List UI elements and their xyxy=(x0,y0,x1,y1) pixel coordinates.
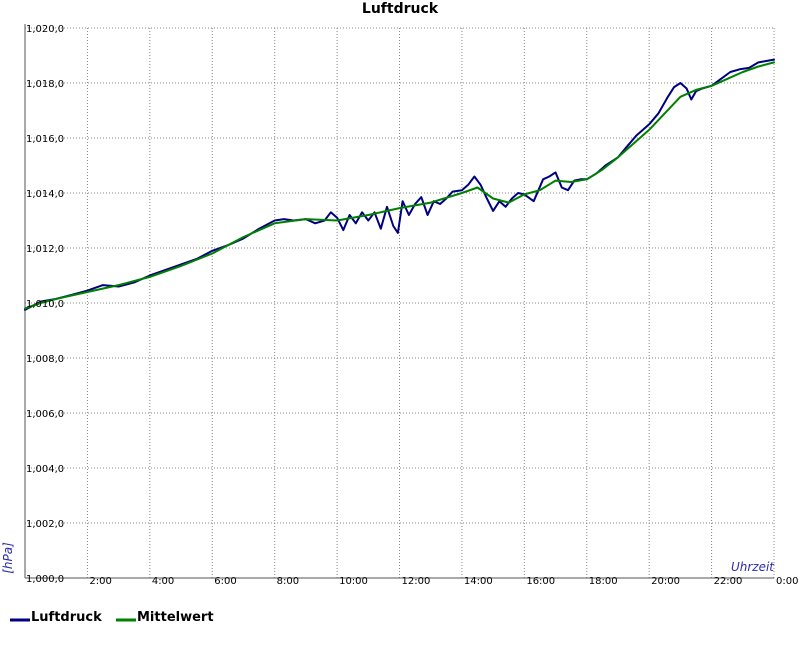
y-tick-label-5: 1,010,0 xyxy=(26,299,64,310)
x-tick-label-4: 10:00 xyxy=(339,576,368,587)
legend-label-mittelwert: Mittelwert xyxy=(137,610,214,625)
grid-layer xyxy=(25,27,775,578)
legend-label-luftdruck: Luftdruck xyxy=(31,610,102,625)
y-tick-label-3: 1,006,0 xyxy=(26,409,64,420)
x-tick-label-9: 20:00 xyxy=(651,576,680,587)
y-axis-title: [hPa] xyxy=(1,542,15,574)
y-tick-label-0: 1,000,0 xyxy=(26,574,64,585)
y-tick-label-2: 1,004,0 xyxy=(26,464,64,475)
legend: Luftdruck Mittelwert xyxy=(10,610,214,625)
x-tick-label-2: 6:00 xyxy=(214,576,236,587)
chart-title: Luftdruck xyxy=(362,1,439,17)
x-axis-title: Uhrzeit xyxy=(731,560,775,574)
series-layer xyxy=(24,58,775,311)
y-tick-label-1: 1,002,0 xyxy=(26,519,64,530)
x-tick-label-10: 22:00 xyxy=(714,576,743,587)
y-tick-label-6: 1,012,0 xyxy=(26,244,64,255)
y-tick-label-10: 1,020,0 xyxy=(26,24,64,35)
x-tick-label-0: 2:00 xyxy=(89,576,111,587)
x-tick-label-1: 4:00 xyxy=(152,576,174,587)
series-line-mittelwert xyxy=(24,61,775,310)
x-tick-label-11: 0:00 xyxy=(776,576,798,587)
x-tick-label-3: 8:00 xyxy=(277,576,299,587)
x-tick-label-5: 12:00 xyxy=(402,576,431,587)
tick-layer: 1,000,0 1,002,0 1,004,0 1,006,0 1,008,0 1,010… xyxy=(26,24,798,587)
y-tick-label-4: 1,008,0 xyxy=(26,354,64,365)
x-tick-label-7: 16:00 xyxy=(526,576,555,587)
y-tick-label-9: 1,018,0 xyxy=(26,79,64,90)
y-tick-label-7: 1,014,0 xyxy=(26,189,64,200)
x-tick-label-6: 14:00 xyxy=(464,576,493,587)
axis-layer xyxy=(24,24,774,579)
y-tick-label-8: 1,016,0 xyxy=(26,134,64,145)
x-tick-label-8: 18:00 xyxy=(589,576,618,587)
